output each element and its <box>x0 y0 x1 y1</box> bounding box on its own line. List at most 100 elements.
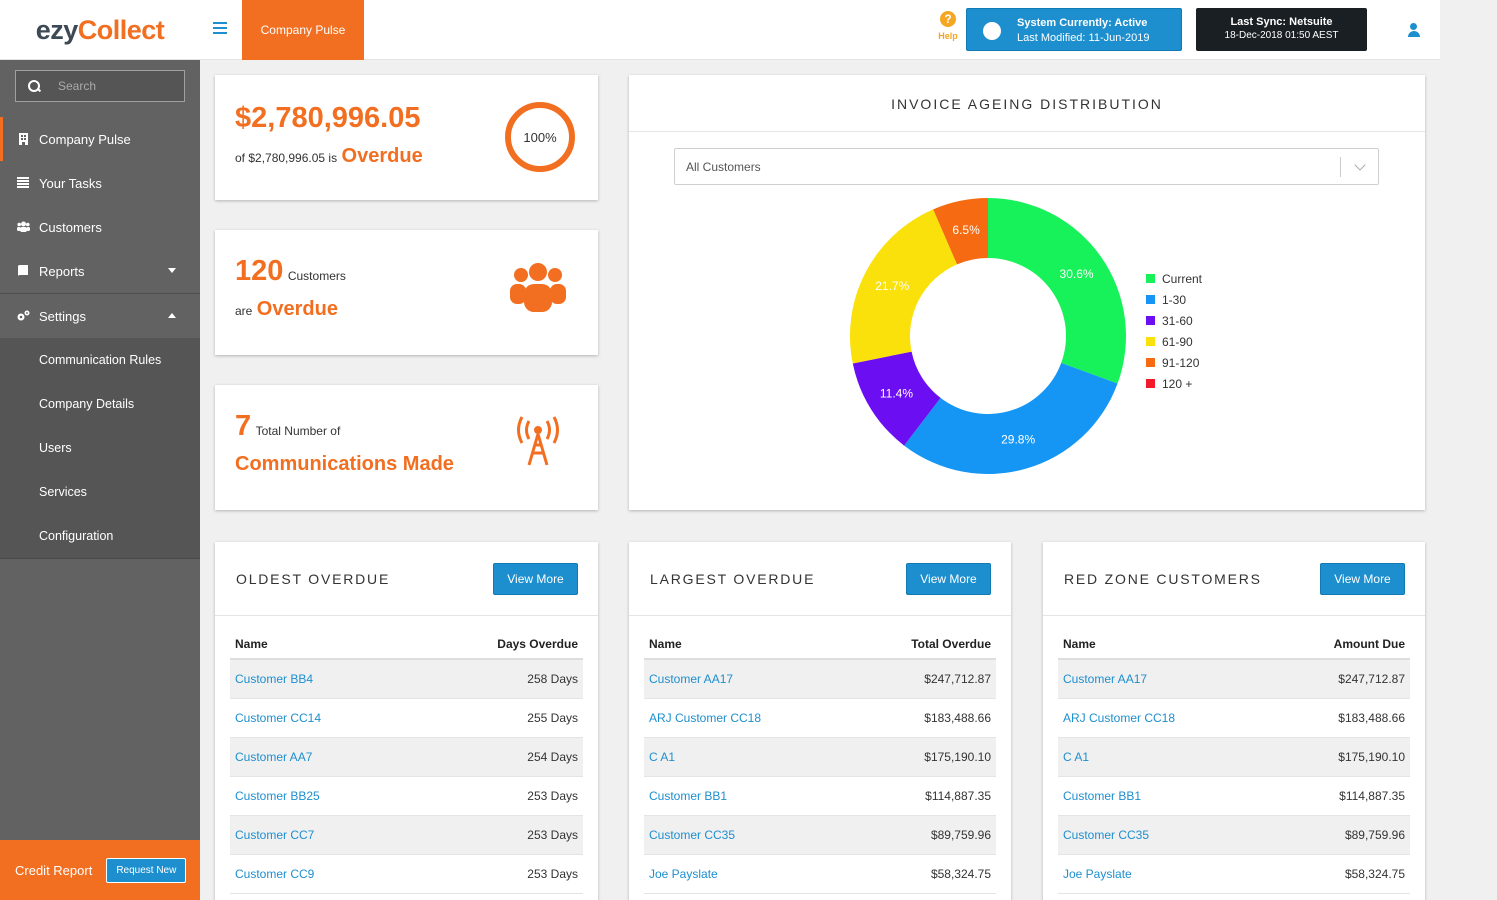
status-dot-icon <box>983 22 1001 40</box>
customer-link[interactable]: Customer BB1 <box>1063 789 1142 803</box>
slice-label: 6.5% <box>952 223 980 237</box>
customer-link[interactable]: ARJ Customer CC18 <box>649 711 762 725</box>
table-row[interactable]: Customer CC9 253 Days <box>230 855 583 894</box>
table-row[interactable]: Customer BB25 253 Days <box>230 777 583 816</box>
row-value: 254 Days <box>527 750 578 764</box>
legend-item[interactable]: 31-60 <box>1146 310 1202 331</box>
sidebar-item-your-tasks[interactable]: Your Tasks <box>0 161 200 205</box>
users-group-icon <box>510 260 566 317</box>
search-icon <box>28 80 40 92</box>
logo-part-ezy: ezy <box>35 14 79 45</box>
customer-link[interactable]: Joe Payslate <box>1063 867 1132 881</box>
app-logo[interactable]: ezy Collect <box>0 0 200 60</box>
oldest-overdue-table: Name Days Overdue Customer BB4 258 Days Cu… <box>230 629 583 894</box>
legend-swatch <box>1146 274 1155 283</box>
broadcast-tower-icon <box>511 415 565 472</box>
customer-link[interactable]: Customer AA7 <box>235 750 313 764</box>
user-profile-icon[interactable] <box>1407 23 1420 37</box>
view-more-button[interactable]: View More <box>493 563 578 595</box>
customer-link[interactable]: Customer CC9 <box>235 867 315 881</box>
submenu-item-users[interactable]: Users <box>39 441 72 455</box>
row-value: $58,324.75 <box>1344 867 1405 881</box>
table-row[interactable]: Customer AA17 $247,712.87 <box>644 660 996 699</box>
row-value: $175,190.10 <box>1338 750 1405 764</box>
table-row[interactable]: Customer CC7 253 Days <box>230 816 583 855</box>
request-new-button[interactable]: Request New <box>106 857 187 883</box>
card-header: LARGEST OVERDUE View More <box>629 542 1011 616</box>
donut-slice[interactable] <box>933 198 988 265</box>
last-sync-box[interactable]: Last Sync: Netsuite 18-Dec-2018 01:50 AE… <box>1196 8 1367 51</box>
customer-link[interactable]: Customer AA17 <box>1063 672 1148 686</box>
sidebar-item-settings[interactable]: Settings <box>0 294 200 338</box>
kpi-card-communications: 7 Total Number of Communications Made <box>215 385 598 510</box>
donut-slice[interactable] <box>850 209 958 364</box>
select-separator <box>1340 157 1341 177</box>
overdue-percent-ring: 100% <box>505 102 575 172</box>
customer-link[interactable]: Customer CC7 <box>235 828 315 842</box>
row-value: $247,712.87 <box>924 672 991 686</box>
legend-item[interactable]: 1-30 <box>1146 289 1202 310</box>
hamburger-menu-icon[interactable] <box>213 22 227 38</box>
overdue-word: Overdue <box>341 145 423 167</box>
table-row[interactable]: C A1 $175,190.10 <box>644 738 996 777</box>
customer-link[interactable]: Customer CC35 <box>649 828 736 842</box>
system-status-text: System Currently: Active <box>1017 17 1148 29</box>
table-row[interactable]: ARJ Customer CC18 $183,488.66 <box>1058 699 1410 738</box>
search-box[interactable] <box>15 70 185 102</box>
table-row[interactable]: C A1 $175,190.10 <box>1058 738 1410 777</box>
customer-link[interactable]: Customer BB4 <box>235 672 314 686</box>
donut-slice[interactable] <box>988 198 1126 384</box>
help-button[interactable]: ? Help <box>933 11 963 41</box>
submenu-item-services[interactable]: Services <box>39 485 87 499</box>
customer-link[interactable]: ARJ Customer CC18 <box>1063 711 1176 725</box>
legend-item[interactable]: 120 + <box>1146 373 1202 394</box>
customer-link[interactable]: Customer CC14 <box>235 711 322 725</box>
donut-slice[interactable] <box>904 362 1118 474</box>
table-row[interactable]: Customer AA17 $247,712.87 <box>1058 660 1410 699</box>
sidebar-item-company-pulse[interactable]: Company Pulse <box>0 117 200 161</box>
table-row[interactable]: Joe Payslate $58,324.75 <box>644 855 996 894</box>
customer-link[interactable]: Customer AA17 <box>649 672 734 686</box>
book-icon <box>17 265 29 277</box>
customer-link[interactable]: Customer BB25 <box>235 789 320 803</box>
sidebar-item-customers[interactable]: Customers <box>0 205 200 249</box>
legend-item[interactable]: Current <box>1146 268 1202 289</box>
view-more-button[interactable]: View More <box>906 563 991 595</box>
kpi-card-overdue-amount: $2,780,996.05 of $2,780,996.05 is Overdu… <box>215 75 598 200</box>
list-icon <box>17 177 29 189</box>
table-header: Name Amount Due <box>1058 629 1410 660</box>
card-header: OLDEST OVERDUE View More <box>215 542 598 616</box>
chevron-up-icon <box>168 313 176 318</box>
table-row[interactable]: Customer AA7 254 Days <box>230 738 583 777</box>
view-more-button[interactable]: View More <box>1320 563 1405 595</box>
customer-link[interactable]: Joe Payslate <box>649 867 718 881</box>
customer-link[interactable]: C A1 <box>1063 750 1090 764</box>
table-row[interactable]: Customer CC35 $89,759.96 <box>1058 816 1410 855</box>
table-row[interactable]: Customer BB1 $114,887.35 <box>644 777 996 816</box>
sidebar-item-reports[interactable]: Reports <box>0 249 200 293</box>
submenu-item-company-details[interactable]: Company Details <box>39 397 135 411</box>
search-input[interactable] <box>58 79 168 93</box>
customer-link[interactable]: Customer CC35 <box>1063 828 1150 842</box>
system-status-box[interactable]: System Currently: Active Last Modified: … <box>966 8 1182 51</box>
donut-slice[interactable] <box>852 351 941 446</box>
card-header: RED ZONE CUSTOMERS View More <box>1043 542 1425 616</box>
sidebar-item-label: Customers <box>39 219 102 235</box>
row-value: 255 Days <box>527 711 578 725</box>
customer-link[interactable]: Customer BB1 <box>649 789 728 803</box>
table-row[interactable]: ARJ Customer CC18 $183,488.66 <box>644 699 996 738</box>
customer-filter-select[interactable]: All Customers <box>674 148 1379 185</box>
table-row[interactable]: Joe Payslate $58,324.75 <box>1058 855 1410 894</box>
page-title-tab[interactable]: Company Pulse <box>242 0 364 60</box>
legend-item[interactable]: 91-120 <box>1146 352 1202 373</box>
table-row[interactable]: Customer CC35 $89,759.96 <box>644 816 996 855</box>
submenu-item-configuration[interactable]: Configuration <box>39 529 114 543</box>
last-modified-text: Last Modified: 11-Jun-2019 <box>1017 32 1150 44</box>
table-row[interactable]: Customer CC14 255 Days <box>230 699 583 738</box>
customers-count: 120 <box>235 255 284 287</box>
customer-link[interactable]: C A1 <box>649 750 676 764</box>
table-row[interactable]: Customer BB1 $114,887.35 <box>1058 777 1410 816</box>
submenu-item-communication-rules[interactable]: Communication Rules <box>39 353 162 367</box>
table-row[interactable]: Customer BB4 258 Days <box>230 660 583 699</box>
legend-item[interactable]: 61-90 <box>1146 331 1202 352</box>
